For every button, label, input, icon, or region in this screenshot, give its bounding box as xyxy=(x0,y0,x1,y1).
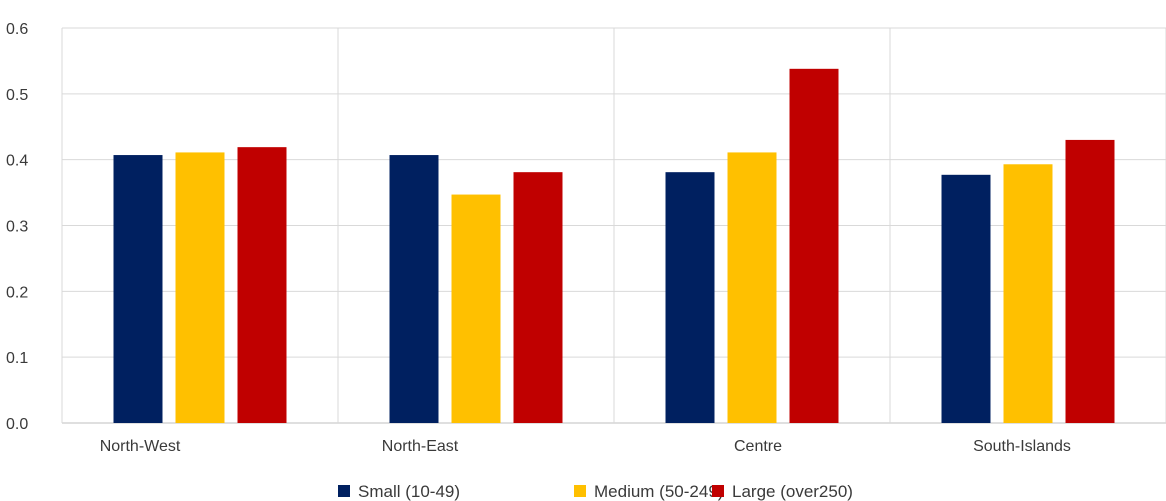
legend-swatch xyxy=(338,485,350,497)
x-category-label: North-East xyxy=(382,438,459,455)
legend-swatch xyxy=(574,485,586,497)
legend: Small (10-49) Medium (50-249) Large (over2… xyxy=(338,482,853,501)
bar-large-north-west xyxy=(237,147,287,424)
bar-medium-south-islands xyxy=(1003,164,1053,423)
gridlines xyxy=(61,27,1166,424)
bar-medium-north-west xyxy=(175,152,225,424)
y-tick-label: 0.1 xyxy=(6,350,28,367)
legend-label: Small (10-49) xyxy=(358,482,460,501)
bar-small-centre xyxy=(665,172,715,423)
bar-medium-north-east xyxy=(451,194,501,423)
y-tick-label: 0.2 xyxy=(6,284,28,301)
legend-label: Large (over250) xyxy=(732,482,853,501)
bar-large-south-islands xyxy=(1065,139,1115,423)
bar-small-north-west xyxy=(113,155,163,423)
x-category-label: South-Islands xyxy=(973,438,1071,455)
y-tick-label: 0.3 xyxy=(6,219,28,236)
y-tick-label: 0.6 xyxy=(6,21,28,38)
legend-label: Medium (50-249) xyxy=(594,482,723,501)
bars xyxy=(113,68,1115,424)
bar-large-north-east xyxy=(513,172,563,423)
bar-small-south-islands xyxy=(941,174,991,423)
x-category-label: North-West xyxy=(100,438,181,455)
x-axis-categories: North-West North-East Centre South-Islands xyxy=(100,438,1071,455)
y-axis-ticks: 0.0 0.1 0.2 0.3 0.4 0.5 0.6 xyxy=(6,21,28,433)
bar-small-north-east xyxy=(389,155,439,423)
y-tick-label: 0.0 xyxy=(6,416,28,433)
y-tick-label: 0.5 xyxy=(6,87,28,104)
x-category-label: Centre xyxy=(734,438,782,455)
legend-swatch xyxy=(712,485,724,497)
y-tick-label: 0.4 xyxy=(6,153,28,170)
bar-large-centre xyxy=(789,68,839,424)
bar-medium-centre xyxy=(727,152,777,424)
